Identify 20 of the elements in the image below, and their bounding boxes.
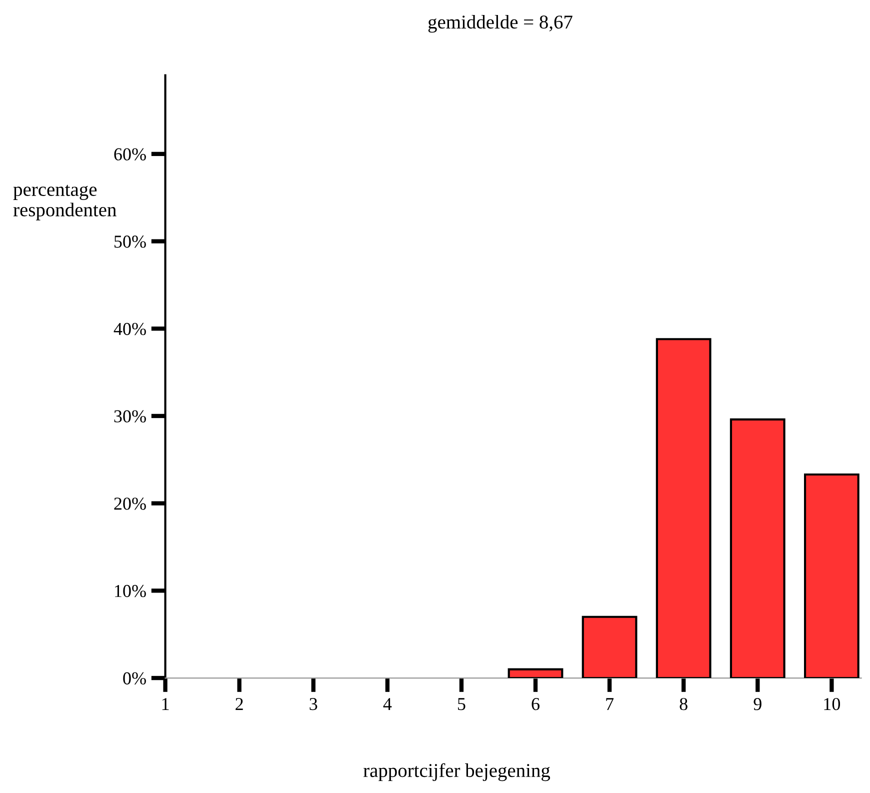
y-tick-label: 30% <box>114 410 146 422</box>
x-tick-label: 1 <box>162 698 169 710</box>
y-tick-label: 10% <box>115 584 146 598</box>
x-tick-label: 9 <box>754 698 762 710</box>
x-axis-title: rapportcijfer bejegening <box>363 763 550 782</box>
y-tick-label: 20% <box>114 498 146 510</box>
x-tick-label: 3 <box>310 698 318 710</box>
y-tick-label: 40% <box>114 322 146 336</box>
x-tick-label: 6 <box>532 698 540 710</box>
x-tick-label: 5 <box>458 698 466 710</box>
x-tick-label: 10 <box>824 698 840 710</box>
y-tick-label: 60% <box>114 148 146 160</box>
chart-title: gemiddelde = 8,67 <box>428 14 572 33</box>
x-tick-label: 7 <box>606 698 614 710</box>
x-tick-label: 8 <box>680 698 688 710</box>
y-axis-title: percentage respondenten <box>13 184 116 220</box>
y-tick-label: 0% <box>123 672 146 685</box>
y-tick-label: 50% <box>114 236 146 248</box>
x-tick-label: 2 <box>236 698 243 710</box>
x-tick-label: 4 <box>383 698 392 710</box>
